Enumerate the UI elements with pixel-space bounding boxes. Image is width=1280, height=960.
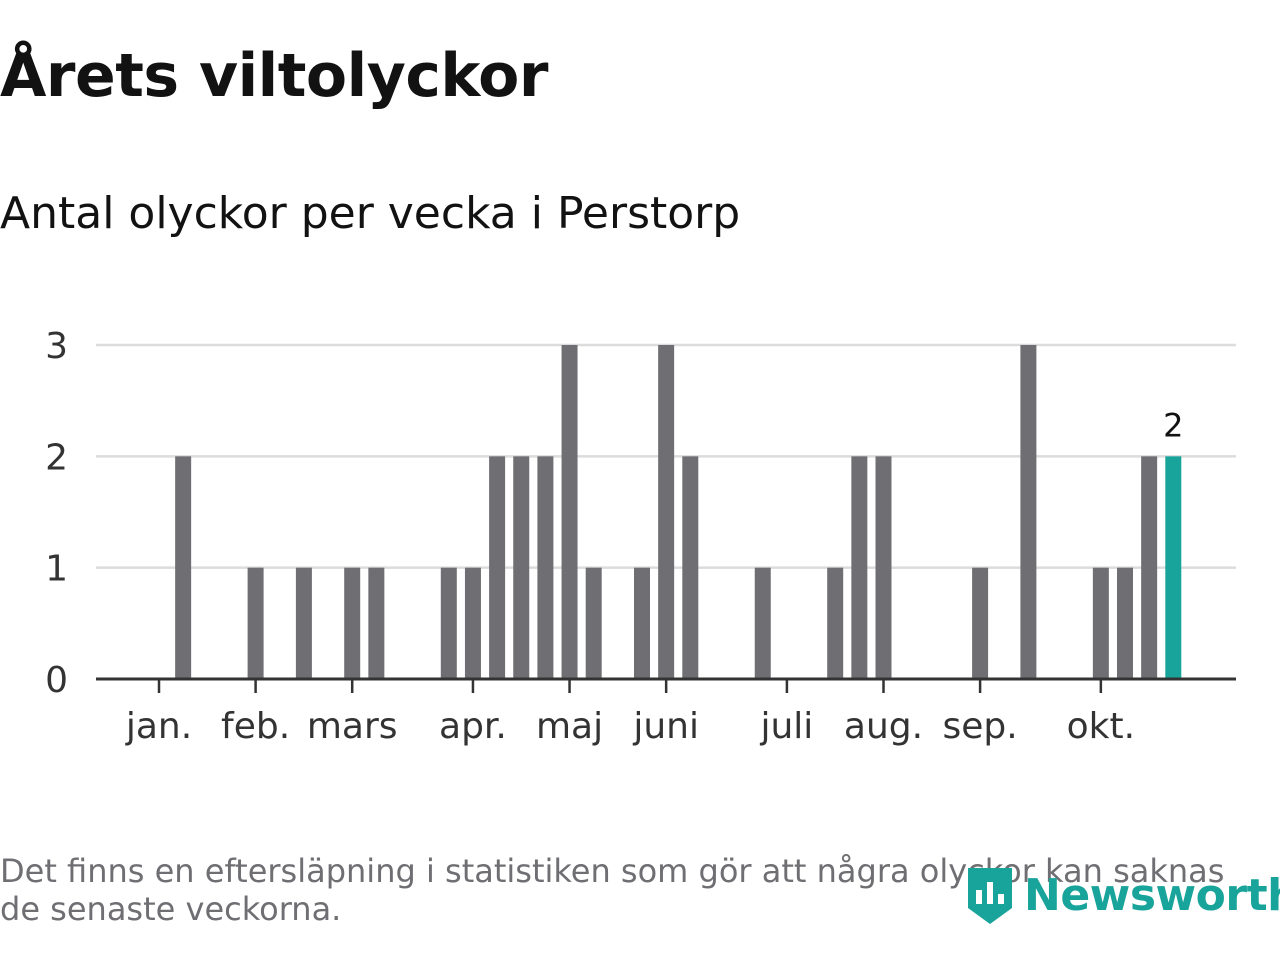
- footnote: Det finns en eftersläpning i statistiken…: [0, 852, 1225, 928]
- y-tick-label: 1: [45, 549, 68, 590]
- bar: [489, 456, 506, 679]
- bar: [754, 567, 771, 679]
- bar: [1141, 456, 1158, 679]
- chart-subtitle: Antal olyckor per vecka i Perstorp: [0, 188, 741, 239]
- x-tick-label: aug.: [844, 706, 923, 747]
- bar: [1117, 567, 1133, 679]
- highlight-bar: [1165, 456, 1182, 679]
- bar: [875, 456, 892, 679]
- x-tick-label: mars: [307, 706, 398, 747]
- x-tick-label: okt.: [1067, 706, 1135, 747]
- bar: [344, 567, 361, 679]
- bar: [658, 345, 675, 679]
- x-tick-label: feb.: [221, 706, 290, 747]
- x-tick-label: juni: [632, 706, 699, 747]
- bar: [972, 567, 989, 679]
- bar: [368, 567, 385, 679]
- newsworthy-logo: Newsworthy: [964, 862, 1280, 928]
- y-tick-label: 3: [45, 326, 68, 367]
- bar: [513, 456, 530, 679]
- x-tick-label: juli: [759, 706, 813, 747]
- bar: [464, 567, 481, 679]
- bar: [634, 567, 650, 679]
- bar: [827, 567, 844, 679]
- bar: [682, 456, 699, 679]
- x-tick-label: apr.: [439, 706, 507, 747]
- x-tick-label: jan.: [125, 706, 192, 747]
- chart-title: Årets viltolyckor: [0, 41, 549, 111]
- bar: [585, 567, 602, 679]
- brand-name: Newsworthy: [1024, 869, 1280, 921]
- bar: [247, 567, 264, 679]
- x-tick-label: sep.: [942, 706, 1017, 747]
- y-tick-label: 2: [45, 437, 68, 478]
- bar: [851, 456, 868, 679]
- bar-chart: 0 1 2 3 2 jan. feb. mars apr. maj juni juli aug. sep.…: [45, 326, 1236, 747]
- bar: [1092, 567, 1109, 679]
- y-tick-label: 0: [45, 660, 68, 701]
- highlight-value-label: 2: [1163, 406, 1183, 444]
- bar: [295, 567, 312, 679]
- newsworthy-logo-icon: [968, 868, 1012, 924]
- bar: [175, 456, 192, 679]
- bar: [537, 456, 554, 679]
- bar: [440, 567, 457, 679]
- x-tick-label: maj: [536, 706, 603, 747]
- bar: [1020, 345, 1037, 679]
- bar: [561, 345, 578, 679]
